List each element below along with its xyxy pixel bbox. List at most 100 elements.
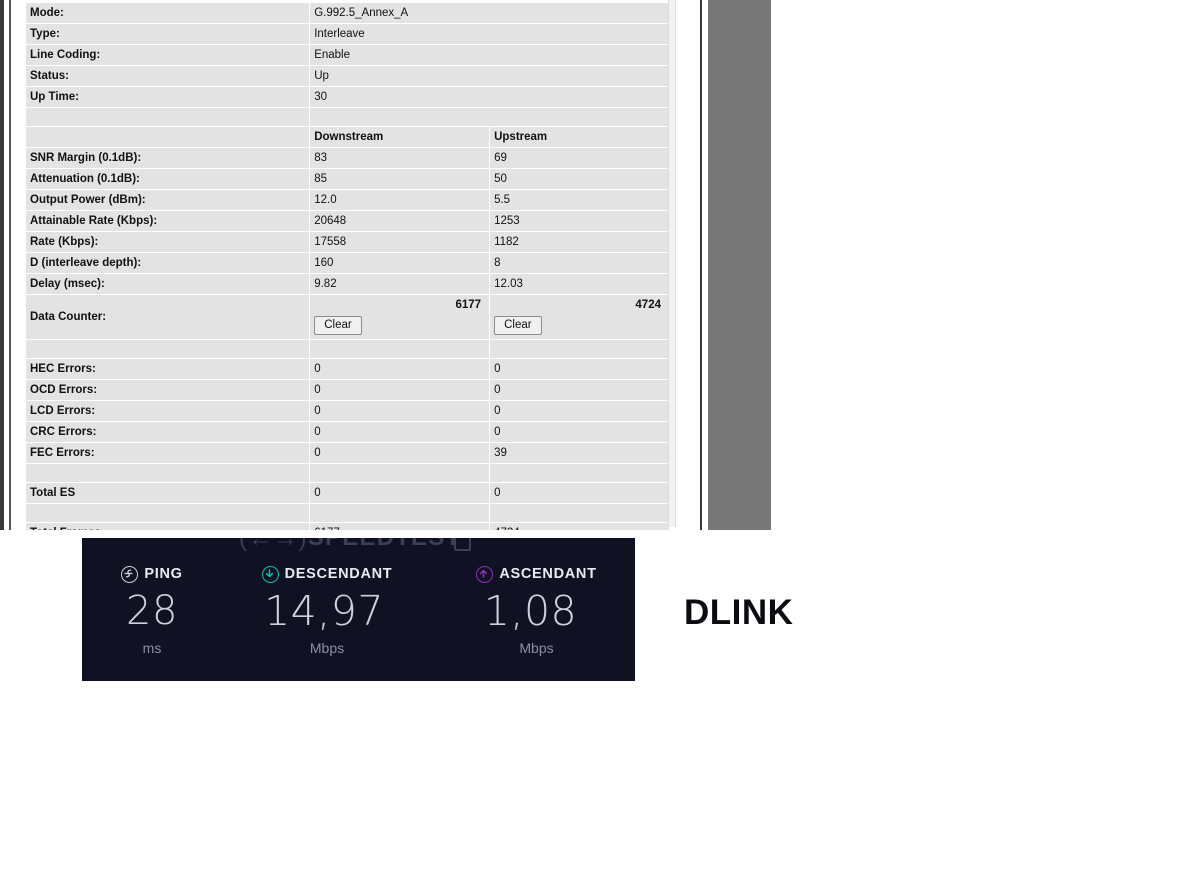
table-spacer-row <box>24 463 670 483</box>
row-label: Up Time: <box>24 86 311 108</box>
speedtest-metric-upload-unit: Mbps <box>519 640 554 656</box>
row-upstream-value: 69 <box>489 147 670 169</box>
row-downstream-value: 0 <box>309 379 491 401</box>
download-icon <box>261 565 279 583</box>
data-counter-downstream-value: 6177 <box>455 299 482 311</box>
row-downstream-value: 0 <box>309 400 491 422</box>
row-label: FEC Errors: <box>24 442 311 464</box>
table-row: OCD Errors: 0 0 <box>24 379 670 401</box>
row-downstream-value: 17558 <box>309 231 491 253</box>
row-label: D (interleave depth): <box>24 252 311 274</box>
table-row: D (interleave depth): 160 8 <box>24 252 670 274</box>
router-status-panel: Mode: G.992.5_Annex_A Type: Interleave L… <box>0 0 772 530</box>
row-upstream-value: 0 <box>489 421 670 443</box>
table-spacer-row <box>24 107 670 127</box>
table-vertical-scrollbar[interactable] <box>668 0 676 527</box>
row-downstream-value: 85 <box>309 168 491 190</box>
table-row: LCD Errors: 0 0 <box>24 400 670 422</box>
speedtest-logo-row: (←→)SPEEDTEST <box>82 538 635 556</box>
speedtest-metric-ping-header: PING <box>82 564 226 584</box>
row-label: Output Power (dBm): <box>24 189 311 211</box>
row-downstream-value: 12.0 <box>309 189 491 211</box>
data-counter-downstream-cell: 6177 Clear <box>309 294 491 340</box>
speedtest-metric-download-header: DESCENDANT <box>227 564 427 584</box>
row-label: LCD Errors: <box>24 400 311 422</box>
row-upstream-value: 0 <box>489 400 670 422</box>
dsl-status-table: Mode: G.992.5_Annex_A Type: Interleave L… <box>24 2 670 530</box>
speedtest-logo-mark: (←→) <box>239 538 308 552</box>
table-row: Output Power (dBm): 12.0 5.5 <box>24 189 670 211</box>
row-upstream-value: 50 <box>489 168 670 190</box>
row-upstream-value: 39 <box>489 442 670 464</box>
data-counter-upstream-cell: 4724 Clear <box>489 294 670 340</box>
clear-upstream-counter-button[interactable]: Clear <box>494 316 542 335</box>
speedtest-metric-ping: PING 28 ms <box>82 564 230 656</box>
table-row: HEC Errors: 0 0 <box>24 358 670 380</box>
clear-downstream-counter-button[interactable]: Clear <box>314 316 362 335</box>
table-spacer-row <box>24 503 670 523</box>
row-upstream-value: 1182 <box>489 231 670 253</box>
row-label: OCD Errors: <box>24 379 311 401</box>
speedtest-metric-upload-value: 1,08 <box>483 587 578 635</box>
row-value: Up <box>309 65 670 87</box>
upload-icon <box>476 565 494 583</box>
row-label: Total ES <box>24 482 311 504</box>
table-row: Line Coding: Enable <box>24 44 670 66</box>
row-value: Enable <box>309 44 670 66</box>
row-value: 30 <box>309 86 670 108</box>
speedtest-metric-upload-header: ASCENDANT <box>434 564 635 584</box>
panel-divider-rule <box>700 0 702 530</box>
speedtest-metric-ping-title: PING <box>144 566 183 582</box>
data-counter-upstream-value: 4724 <box>635 299 661 311</box>
row-label: Status: <box>24 65 311 87</box>
row-downstream-value: 0 <box>309 421 491 443</box>
speedtest-metric-upload-title: ASCENDANT <box>499 566 597 582</box>
table-header-row: Downstream Upstream <box>24 126 670 148</box>
table-row: Rate (Kbps): 17558 1182 <box>24 231 670 253</box>
row-upstream-value: 0 <box>489 482 670 504</box>
row-label: HEC Errors: <box>24 358 311 380</box>
row-downstream-value: 160 <box>309 252 491 274</box>
data-counter-upstream-inner: 4724 Clear <box>491 296 669 339</box>
row-downstream-value: 0 <box>309 482 491 504</box>
table-row: CRC Errors: 0 0 <box>24 421 670 443</box>
window-left-border-thin <box>9 0 11 530</box>
row-downstream-value: 6177 <box>309 522 491 530</box>
dlink-wordmark: DLINK <box>684 593 794 632</box>
column-header-upstream: Upstream <box>489 126 670 148</box>
speedtest-metric-download-title: DESCENDANT <box>284 566 393 582</box>
row-upstream-value: 1253 <box>489 210 670 232</box>
table-row: Delay (msec): 9.82 12.03 <box>24 273 670 295</box>
dsl-status-table-body: Mode: G.992.5_Annex_A Type: Interleave L… <box>24 2 670 530</box>
row-downstream-value: 0 <box>309 442 491 464</box>
row-upstream-value: 8 <box>489 252 670 274</box>
row-label: Rate (Kbps): <box>24 231 311 253</box>
row-upstream-value: 5.5 <box>489 189 670 211</box>
table-row: Attenuation (0.1dB): 85 50 <box>24 168 670 190</box>
speedtest-metric-upload: ASCENDANT 1,08 Mbps <box>430 564 635 656</box>
row-label: Line Coding: <box>24 44 311 66</box>
table-spacer-row <box>24 339 670 359</box>
table-row: Type: Interleave <box>24 23 670 45</box>
speedtest-metric-download: DESCENDANT 14,97 Mbps <box>230 564 430 656</box>
table-row: Up Time: 30 <box>24 86 670 108</box>
row-value: G.992.5_Annex_A <box>309 2 670 24</box>
share-icon[interactable] <box>454 538 471 551</box>
table-row: SNR Margin (0.1dB): 83 69 <box>24 147 670 169</box>
table-row: Total ES 0 0 <box>24 482 670 504</box>
ping-icon <box>121 565 139 583</box>
row-label: CRC Errors: <box>24 421 311 443</box>
row-upstream-value: 0 <box>489 358 670 380</box>
speedtest-metric-download-value: 14,97 <box>264 587 384 635</box>
row-label: Attenuation (0.1dB): <box>24 168 311 190</box>
column-header-downstream: Downstream <box>309 126 491 148</box>
row-label: Total Frames <box>24 522 311 530</box>
speedtest-metrics: PING 28 ms DESCENDANT 14,97 Mbps <box>82 564 635 656</box>
table-row: Attainable Rate (Kbps): 20648 1253 <box>24 210 670 232</box>
row-label: Attainable Rate (Kbps): <box>24 210 311 232</box>
table-row: FEC Errors: 0 39 <box>24 442 670 464</box>
row-label: Delay (msec): <box>24 273 311 295</box>
data-counter-row: Data Counter: 6177 Clear 4724 Clear <box>24 294 670 340</box>
speedtest-result-card: (←→)SPEEDTEST PING 28 ms <box>82 538 635 681</box>
speedtest-metric-download-unit: Mbps <box>309 640 345 656</box>
